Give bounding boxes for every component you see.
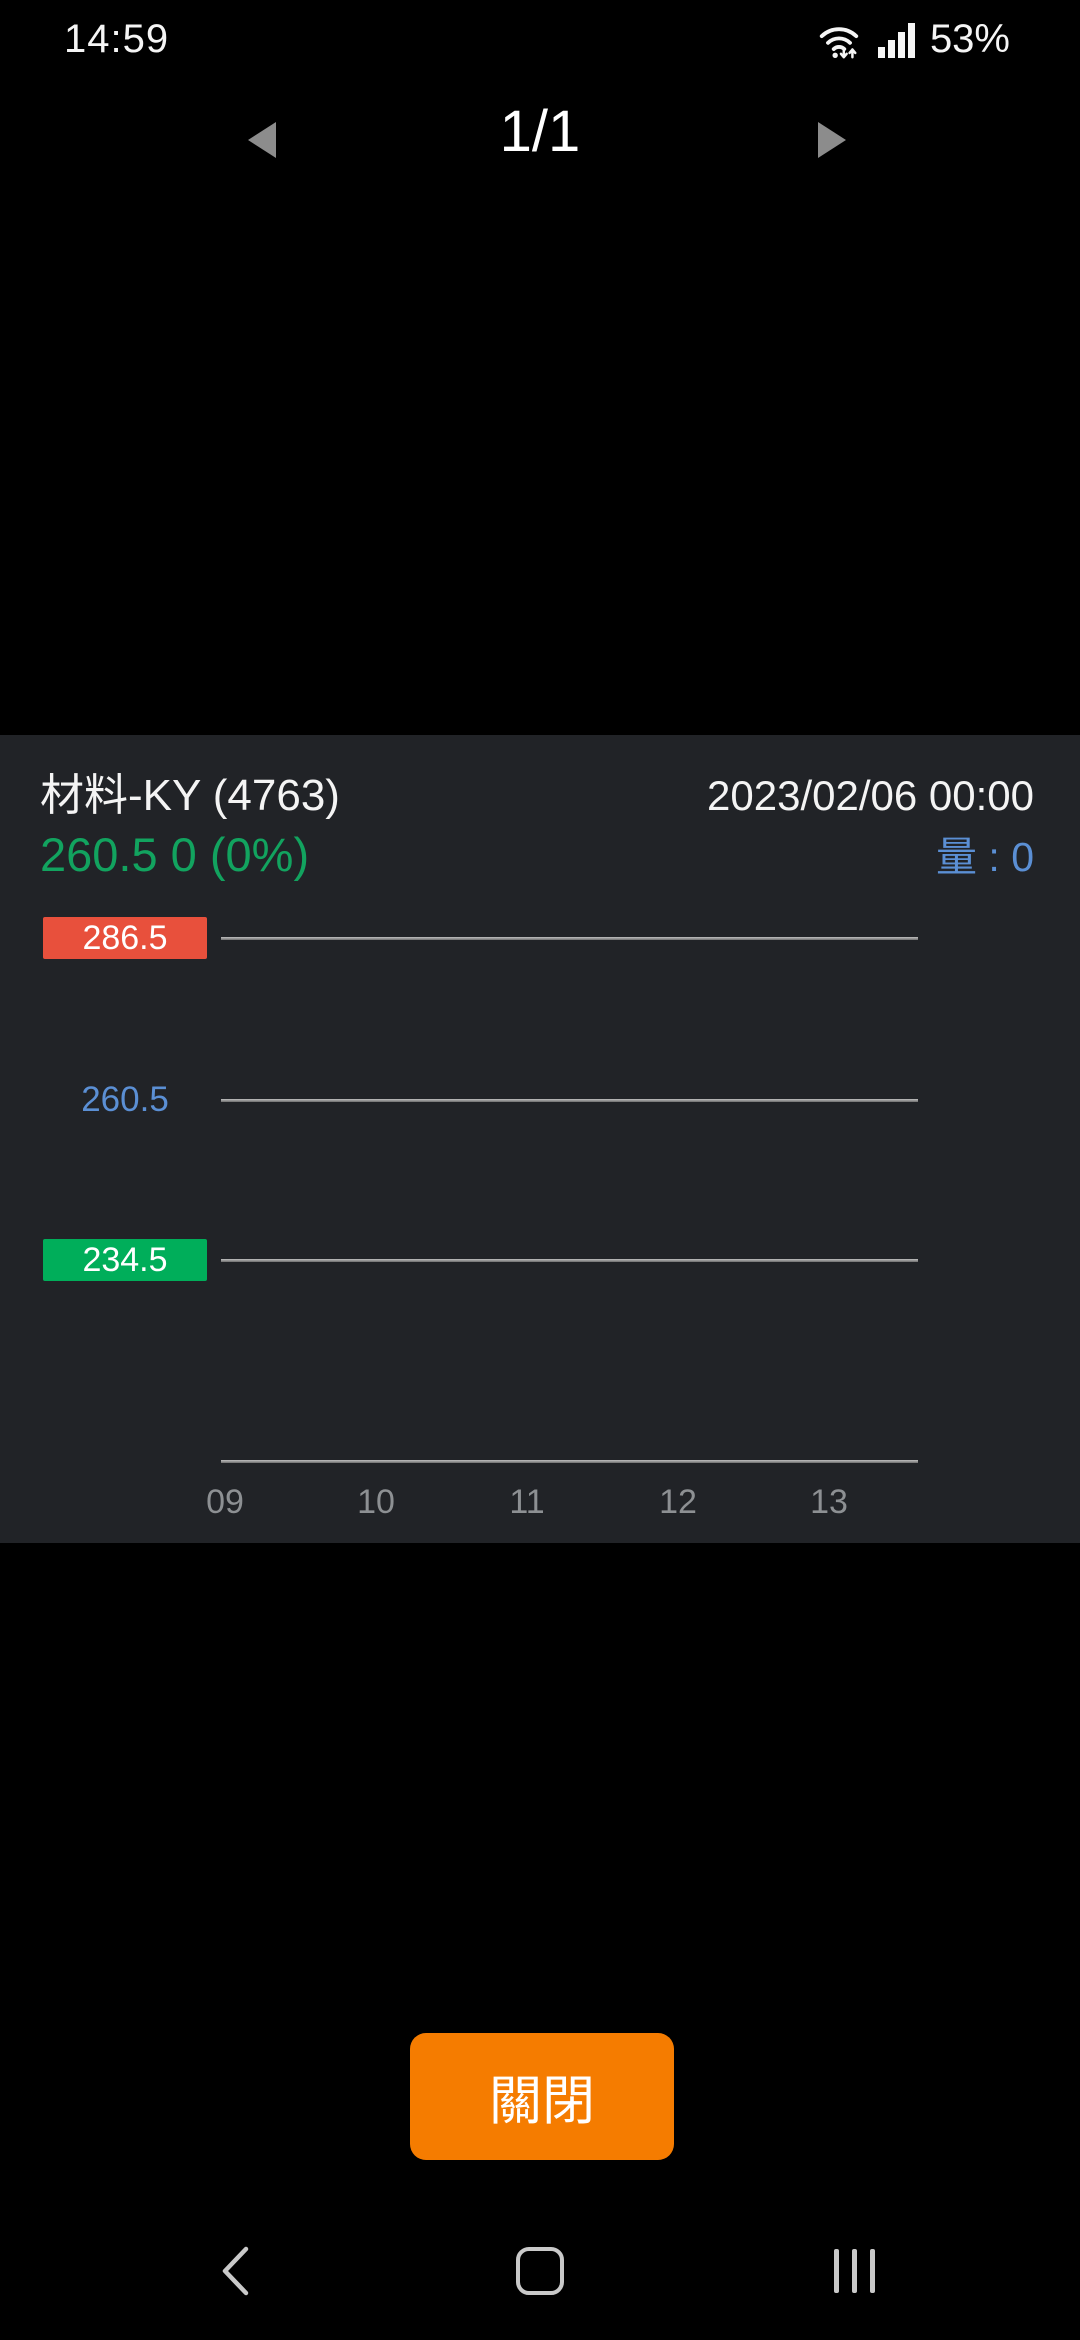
- limit-down-badge: 234.5: [43, 1239, 207, 1281]
- recents-icon[interactable]: [834, 2249, 875, 2293]
- previous-page-arrow-icon[interactable]: [248, 122, 276, 158]
- x-axis-line: [221, 1460, 918, 1463]
- quote-price-row: 260.5 0 (0%) 量 : 0: [40, 823, 1034, 883]
- reference-price-label: 260.5: [81, 1080, 169, 1119]
- x-tick-10: 10: [357, 1483, 395, 1521]
- battery-icon: [1022, 22, 1050, 62]
- x-tick-13: 13: [810, 1483, 848, 1521]
- close-button[interactable]: 關閉: [410, 2033, 674, 2160]
- android-nav-bar: [0, 2200, 1080, 2340]
- volume-text: 量 : 0: [936, 834, 1034, 880]
- status-bar: 14:59 53%: [0, 0, 1080, 78]
- wifi-icon: [816, 16, 862, 62]
- quote-datetime: 2023/02/06 00:00: [707, 772, 1034, 819]
- price-change-text: 260.5 0 (0%): [40, 828, 310, 881]
- gridline-limit-down: [221, 1259, 918, 1262]
- home-icon[interactable]: [516, 2247, 564, 2295]
- x-tick-12: 12: [659, 1483, 697, 1521]
- stock-title: 材料-KY (4763): [40, 771, 340, 820]
- gridline-reference: [221, 1099, 918, 1102]
- quote-header-row: 材料-KY (4763) 2023/02/06 00:00: [40, 759, 1034, 823]
- back-icon[interactable]: [220, 2246, 250, 2296]
- clock: 14:59: [64, 16, 170, 61]
- limit-up-badge: 286.5: [43, 917, 207, 959]
- pager: 1/1: [0, 90, 1080, 190]
- x-tick-11: 11: [509, 1483, 545, 1521]
- gridline-limit-up: [221, 937, 918, 940]
- cellular-signal-icon: [874, 17, 918, 61]
- battery-percent: 53%: [929, 16, 1010, 61]
- x-tick-09: 09: [206, 1483, 244, 1521]
- status-icons: 53%: [816, 16, 1050, 62]
- quote-panel: 材料-KY (4763) 2023/02/06 00:00 260.5 0 (0…: [0, 735, 1080, 1543]
- next-page-arrow-icon[interactable]: [818, 122, 846, 158]
- page-indicator: 1/1: [499, 99, 581, 164]
